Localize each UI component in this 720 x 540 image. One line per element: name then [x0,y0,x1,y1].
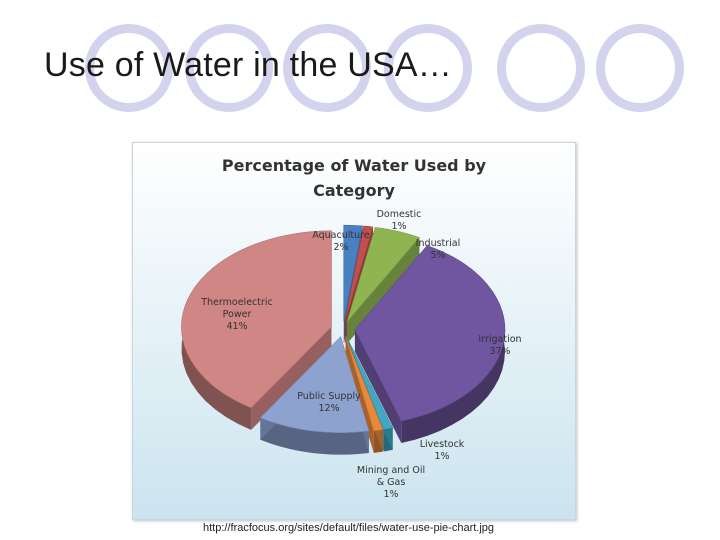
pie-chart: Percentage of Water Used by Category Aqu… [133,143,575,519]
source-url: http://fracfocus.org/sites/default/files… [203,522,495,534]
decorative-circle-inner [393,33,463,103]
pie-slice [354,245,506,422]
slice-label-name: Thermoelectric [200,297,273,308]
chart-image: Percentage of Water Used by Category Aqu… [132,142,576,520]
slice-label-value: 5% [430,250,445,261]
slide-title: Use of Water in the USA… [44,46,452,84]
slice-label-name: & Gas [377,477,406,488]
pie-slice [259,336,370,433]
slice-label-name: Power [223,309,252,320]
chart-title-line-2: Category [313,181,395,200]
decorative-circle-inner [292,33,362,103]
pie-slice [346,336,394,430]
decorative-circle-inner [605,33,675,103]
slice-label-value: 1% [434,451,449,462]
slice-label-name: Livestock [420,439,465,450]
slice-label-value: 41% [226,321,247,332]
slice-label-name: Public Supply [297,391,361,402]
pie-slice [346,227,420,322]
slice-label-name: Domestic [377,209,422,220]
decorative-circles [85,24,684,112]
pie-slice-wall [251,326,332,430]
pie-slice [181,230,332,409]
pie-labels: Aquaculture2%Domestic1%Industrial5%Irrig… [200,209,521,500]
slice-label-value: 12% [318,403,339,414]
decorative-circle-inner [94,33,164,103]
pie-slice-side [260,417,369,455]
decorative-circle-inner [194,33,264,103]
slice-label-name: Industrial [416,238,461,249]
slice-label-name: Irrigation [478,334,521,345]
pie-slice-wall [354,329,402,444]
slice-label-value: 1% [391,221,406,232]
pie-slice [345,336,384,432]
pie-slice [344,225,374,322]
slice-label-name: Mining and Oil [357,465,425,476]
pie-slice [343,224,363,322]
pie-slice-wall [347,237,420,344]
chart-title-line-1: Percentage of Water Used by [222,156,487,175]
slice-label-value: 37% [489,346,510,357]
slice-label-value: 2% [333,242,348,253]
pie-slices [181,224,506,433]
decorative-circle-row [85,24,684,112]
slice-label-name: Aquaculture [312,230,370,241]
slice-label-value: 1% [383,489,398,500]
decorative-circle-inner [506,33,576,103]
